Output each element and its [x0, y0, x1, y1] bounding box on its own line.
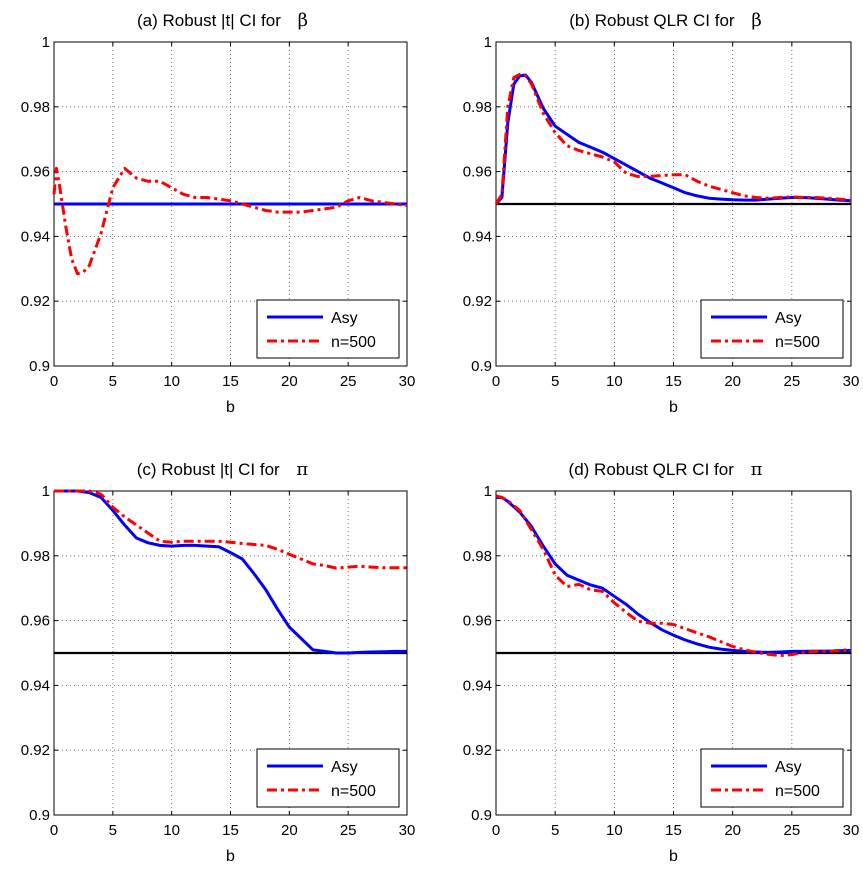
x-tick-label: 10 — [606, 373, 623, 390]
x-tick-label: 0 — [492, 373, 500, 390]
y-tick-label: 1 — [42, 34, 50, 51]
y-tick-label: 1 — [484, 34, 492, 51]
legend: Asy n=500 — [256, 748, 400, 808]
x-tick-label: 0 — [50, 373, 58, 390]
y-tick-label: 0.96 — [21, 164, 50, 181]
x-tick-label: 30 — [843, 822, 860, 839]
legend-label: Asy — [331, 310, 358, 327]
x-tick-label: 10 — [163, 373, 180, 390]
x-tick-label: 0 — [492, 822, 500, 839]
y-tick-label: 0.92 — [463, 742, 492, 759]
y-tick-label: 0.96 — [463, 613, 492, 630]
y-tick-label: 0.94 — [21, 228, 50, 245]
chart-panel-2: 0 5 10 15 20 25 30 0.9 0.92 0.94 0.96 0.98 1 (b) Robu… — [463, 10, 860, 416]
x-tick-label: 20 — [724, 822, 741, 839]
y-tick-label: 0.98 — [463, 99, 492, 116]
series-line-n500 — [494, 72, 852, 205]
x-tick-label: 10 — [606, 822, 623, 839]
y-tick-label: 1 — [42, 483, 50, 500]
series-line-n500 — [54, 489, 407, 570]
x-axis-label: b — [669, 848, 678, 865]
y-tick-label: 0.92 — [463, 293, 492, 310]
x-tick-label: 5 — [109, 822, 117, 839]
x-tick-label: 25 — [783, 822, 800, 839]
x-tick-label: 5 — [109, 373, 117, 390]
legend-label: Asy — [775, 310, 802, 327]
x-tick-label: 15 — [222, 822, 239, 839]
chart-title: (c) Robust |t| CI for π — [137, 459, 309, 480]
x-axis-label: b — [226, 848, 235, 865]
y-tick-label: 0.92 — [21, 293, 50, 310]
series-line-n500 — [495, 494, 852, 658]
x-tick-label: 25 — [340, 373, 357, 390]
chart-panel-3: 0 5 10 15 20 25 30 0.9 0.92 0.94 0.96 0.98 1 (c) Robu… — [21, 459, 416, 865]
legend-box — [700, 748, 844, 808]
legend-label: n=500 — [775, 334, 820, 351]
y-tick-label: 0.92 — [21, 742, 50, 759]
chart-title: (d) Robust QLR CI for π — [569, 459, 763, 480]
y-tick-label: 1 — [484, 483, 492, 500]
legend: Asy n=500 — [700, 748, 844, 808]
chart-title: (a) Robust |t| CI for β — [137, 10, 308, 31]
legend-label: n=500 — [331, 783, 376, 800]
y-tick-label: 0.9 — [471, 807, 492, 824]
chart-panel-4: 0 5 10 15 20 25 30 0.9 0.92 0.94 0.96 0.98 1 (d) Robu… — [463, 459, 860, 865]
y-tick-label: 0.98 — [21, 99, 50, 116]
x-tick-label: 5 — [551, 373, 559, 390]
legend-box — [700, 299, 844, 359]
y-tick-label: 0.96 — [463, 164, 492, 181]
x-tick-label: 20 — [281, 822, 298, 839]
x-tick-label: 20 — [724, 373, 741, 390]
y-tick-label: 0.9 — [29, 358, 50, 375]
y-tick-label: 0.9 — [471, 358, 492, 375]
x-axis-label: b — [226, 399, 235, 416]
y-tick-label: 0.94 — [463, 677, 492, 694]
series-line-asy — [494, 73, 852, 206]
x-tick-label: 0 — [50, 822, 58, 839]
legend-box — [256, 299, 400, 359]
y-tick-label: 0.94 — [463, 228, 492, 245]
series-line-asy — [496, 496, 852, 654]
x-tick-label: 30 — [399, 373, 416, 390]
legend-label: n=500 — [775, 783, 820, 800]
y-tick-label: 0.96 — [21, 613, 50, 630]
x-tick-label: 5 — [551, 822, 559, 839]
x-tick-label: 15 — [665, 373, 682, 390]
x-tick-label: 20 — [281, 373, 298, 390]
legend: Asy n=500 — [256, 299, 400, 359]
legend-label: Asy — [331, 759, 358, 776]
series-line-asy — [54, 489, 407, 655]
legend-box — [256, 748, 400, 808]
y-tick-label: 0.9 — [29, 807, 50, 824]
y-tick-label: 0.94 — [21, 677, 50, 694]
x-tick-label: 25 — [783, 373, 800, 390]
chart-title: (b) Robust QLR CI for β — [569, 10, 761, 31]
x-axis-label: b — [669, 399, 678, 416]
x-tick-label: 15 — [665, 822, 682, 839]
series-line-n500 — [52, 166, 408, 276]
x-tick-label: 30 — [843, 373, 860, 390]
legend: Asy n=500 — [700, 299, 844, 359]
x-tick-label: 15 — [222, 373, 239, 390]
chart-panel-1: 0 5 10 15 20 25 30 0.9 0.92 0.94 0.96 0.98 1 (a) Robu… — [21, 10, 416, 416]
y-tick-label: 0.98 — [21, 548, 50, 565]
x-tick-label: 10 — [163, 822, 180, 839]
x-tick-label: 25 — [340, 822, 357, 839]
x-tick-label: 30 — [399, 822, 416, 839]
y-tick-label: 0.98 — [463, 548, 492, 565]
legend-label: Asy — [775, 759, 802, 776]
legend-label: n=500 — [331, 334, 376, 351]
